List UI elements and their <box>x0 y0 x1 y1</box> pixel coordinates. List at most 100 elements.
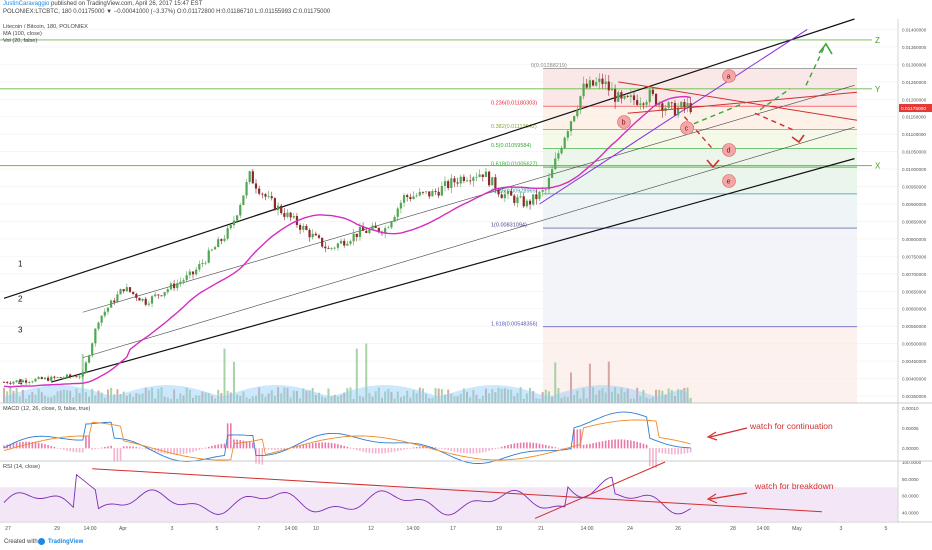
candle-body <box>551 169 554 178</box>
macd-histogram-bar <box>617 439 620 449</box>
candle-body <box>191 271 195 275</box>
macd-histogram-bar <box>585 444 588 449</box>
candle-body <box>141 298 144 301</box>
macd-histogram-bar <box>97 448 100 449</box>
macd-histogram-bar <box>37 442 40 449</box>
macd-histogram-bar <box>296 446 298 449</box>
macd-histogram-bar <box>318 442 320 449</box>
candle-body <box>210 249 213 251</box>
macd-histogram-bar <box>41 443 43 449</box>
volume-bar <box>491 389 494 403</box>
macd-histogram-bar <box>579 429 582 449</box>
macd-histogram-bar <box>75 448 78 453</box>
macd-histogram-bar <box>494 448 497 450</box>
candle-body <box>84 362 87 373</box>
candle-body <box>239 205 242 216</box>
candle-body <box>636 100 639 105</box>
candle-body <box>614 89 617 102</box>
macd-histogram-bar <box>488 448 490 451</box>
volume-bar <box>582 388 585 403</box>
candle-body <box>132 291 135 294</box>
macd-histogram-bar <box>56 447 59 449</box>
macd-histogram-bar <box>85 435 87 449</box>
candle-body <box>362 226 365 231</box>
candle-body <box>302 225 305 230</box>
volume-bar <box>522 398 525 403</box>
fib-zone <box>543 326 857 403</box>
macd-histogram-bar <box>141 448 144 449</box>
volume-bar <box>242 391 245 403</box>
macd-histogram-bar <box>604 440 607 449</box>
macd-histogram-bar <box>639 442 642 449</box>
macd-histogram-bar <box>478 448 481 453</box>
candle-body <box>573 116 576 122</box>
macd-histogram-bar <box>482 448 484 453</box>
volume-bar <box>456 396 459 403</box>
volume-bar <box>69 390 72 403</box>
annotation-label-a: a <box>727 74 731 81</box>
channel-label-3: 3 <box>18 326 23 335</box>
candle-body <box>563 137 566 149</box>
volume-bar <box>563 396 566 403</box>
macd-histogram-bar <box>207 446 210 449</box>
volume-bar <box>255 395 257 403</box>
macd-histogram-bar <box>655 448 657 468</box>
candle-body <box>236 215 239 221</box>
macd-histogram-bar <box>636 441 638 449</box>
volume-bar <box>595 394 598 403</box>
fib-level-label: 1(0.00831094) <box>491 223 527 229</box>
volume-bar <box>399 397 402 403</box>
macd-histogram-bar <box>34 442 37 449</box>
volume-bar <box>160 387 163 403</box>
candle-body <box>396 208 399 217</box>
candle-body <box>525 200 528 207</box>
candle-body <box>428 191 431 197</box>
author-link[interactable]: JustinCaravaggio <box>3 1 50 7</box>
volume-bar <box>182 395 185 403</box>
tradingview-brand[interactable]: TradingView <box>48 539 84 545</box>
y-tick-label: 0.01050000 <box>902 150 927 155</box>
macd-histogram-bar <box>192 448 194 452</box>
volume-bar <box>286 388 289 403</box>
volume-bar <box>66 390 68 403</box>
candle-body <box>447 181 450 188</box>
macd-histogram-bar <box>18 442 21 449</box>
volume-bar <box>343 392 346 403</box>
candle-body <box>40 377 43 380</box>
volume-bar <box>425 393 428 403</box>
macd-histogram-bar <box>189 448 191 453</box>
volume-bar <box>292 390 295 403</box>
candle-body <box>459 176 462 184</box>
volume-bar <box>129 393 131 403</box>
volume-bar <box>579 398 582 403</box>
ma-legend[interactable]: MA (100, close) <box>3 31 42 37</box>
volume-bar <box>610 391 613 403</box>
candle-body <box>528 200 532 205</box>
volume-bar <box>541 392 544 403</box>
macd-legend[interactable]: MACD (12, 26, close, 9, false, true) <box>3 406 91 412</box>
macd-histogram-bar <box>497 447 500 449</box>
volume-bar <box>390 391 393 403</box>
volume-bar <box>661 390 664 403</box>
candle-body <box>327 248 330 250</box>
volume-bar <box>648 398 651 403</box>
volume-bar <box>31 392 34 403</box>
vol-legend[interactable]: Vol (20, false) <box>3 38 38 44</box>
symbol-legend[interactable]: Litecoin / Bitcoin, 180, POLONIEX <box>3 24 88 30</box>
volume-bar <box>110 387 113 403</box>
volume-bar <box>217 389 220 403</box>
candle-body <box>91 343 94 356</box>
annotation-label-b: b <box>622 120 626 127</box>
macd-histogram-bar <box>3 445 5 449</box>
candle-body <box>213 247 217 250</box>
rsi-legend[interactable]: RSI (14, close) <box>3 464 40 470</box>
volume-bar <box>258 387 261 403</box>
volume-bar <box>516 392 519 403</box>
candle-body <box>610 89 614 91</box>
candle-body <box>169 283 173 290</box>
volume-bar <box>488 393 491 403</box>
volume-bar <box>478 398 481 403</box>
volume-bar <box>232 361 235 403</box>
candle-body <box>292 216 295 218</box>
macd-histogram-bar <box>677 448 679 455</box>
